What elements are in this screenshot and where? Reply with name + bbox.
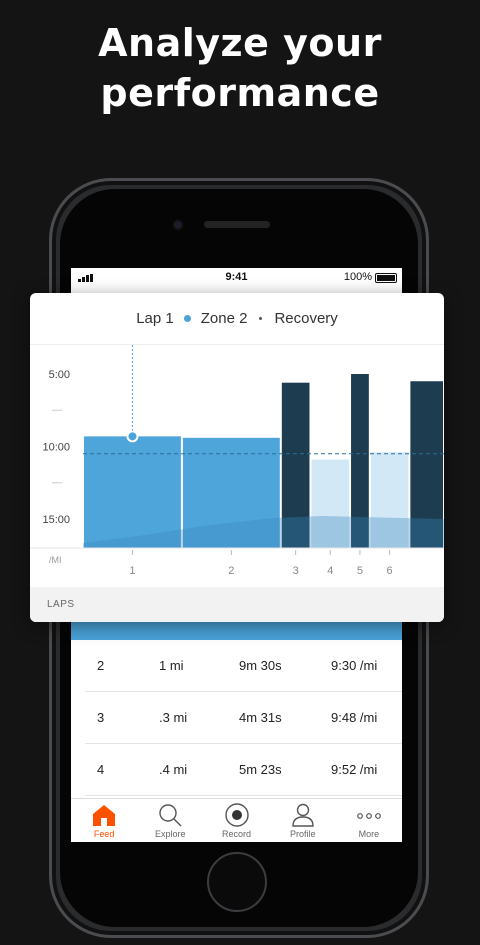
- earpiece-speaker: [204, 221, 270, 228]
- x-tick-label: 2: [228, 565, 234, 577]
- x-tick-label: 5: [357, 565, 363, 577]
- lap-distance: .4 mi: [159, 762, 188, 777]
- record-icon: [224, 803, 249, 827]
- separator-dot-icon: [259, 317, 263, 320]
- search-icon: [159, 804, 182, 827]
- front-camera: [172, 219, 184, 231]
- lap-bar-5[interactable]: [351, 374, 369, 548]
- lap-time: 4m 31s: [239, 710, 282, 725]
- lap-detail-card: Lap 1 Zone 2 Recovery 5:00 10:00 15:00 1 2 3…: [30, 293, 444, 622]
- table-row[interactable]: 2 1 mi 9m 30s 9:30 /mi: [85, 640, 402, 692]
- lap-number: 2: [97, 658, 105, 673]
- lap-pace: 9:30 /mi: [331, 658, 378, 673]
- tab-more[interactable]: More: [336, 799, 402, 842]
- lap-number: 3: [97, 710, 105, 725]
- tab-feed[interactable]: Feed: [71, 799, 137, 842]
- tab-label: More: [358, 829, 380, 839]
- lap-pace: 9:52 /mi: [331, 762, 378, 777]
- more-icon: [357, 813, 381, 819]
- headline-line-1: Analyze your: [98, 21, 382, 65]
- selection-cursor-dot[interactable]: [126, 430, 139, 443]
- tab-explore[interactable]: Explore: [137, 799, 203, 842]
- x-tick-label: 6: [387, 565, 393, 577]
- lap-bar-2[interactable]: [182, 437, 280, 548]
- lap-label: Lap 1: [136, 310, 174, 327]
- headline-line-2: performance: [100, 71, 380, 115]
- selected-lap-row[interactable]: [71, 622, 402, 640]
- y-tick-label: 5:00: [49, 369, 70, 381]
- card-header: Lap 1 Zone 2 Recovery: [30, 293, 444, 345]
- tab-record[interactable]: Record: [203, 799, 269, 842]
- battery-icon: [375, 273, 397, 283]
- status-bar: 9:41 100%: [71, 268, 402, 288]
- pace-chart[interactable]: 5:00 10:00 15:00 1 2 3 4 5 6 /MI: [30, 345, 444, 587]
- lap-distance: .3 mi: [159, 710, 188, 725]
- home-button[interactable]: [207, 852, 267, 912]
- table-row[interactable]: 3 .3 mi 4m 31s 9:48 /mi: [85, 692, 402, 744]
- home-icon: [93, 805, 116, 826]
- battery-percent: 100%: [343, 271, 372, 283]
- laps-table: 2 1 mi 9m 30s 9:30 /mi 3 .3 mi 4m 31s 9:…: [71, 640, 402, 796]
- tab-label: Explore: [155, 829, 186, 839]
- x-tick-label: 3: [293, 565, 299, 577]
- tab-label: Record: [222, 829, 252, 839]
- lap-bar-7[interactable]: [410, 381, 443, 548]
- lap-time: 9m 30s: [239, 658, 282, 673]
- lap-number: 4: [97, 762, 105, 777]
- laps-section-header: LAPS: [30, 587, 444, 622]
- y-unit-label: /MI: [49, 555, 62, 565]
- laps-label: LAPS: [47, 599, 75, 610]
- x-tick-label: 4: [327, 565, 333, 577]
- tab-bar: Feed Explore Record Profile: [71, 798, 402, 842]
- tab-label: Feed: [93, 829, 115, 839]
- elevation-area: [83, 516, 444, 548]
- lap-bar-4[interactable]: [311, 459, 350, 548]
- tab-profile[interactable]: Profile: [270, 799, 336, 842]
- zone-label: Zone 2: [200, 310, 248, 327]
- zone-dot-icon: [183, 315, 191, 322]
- lap-bar-6[interactable]: [370, 452, 409, 548]
- profile-icon: [292, 803, 314, 827]
- headline: Analyze your performance: [0, 18, 480, 118]
- signal-icon: [78, 274, 93, 282]
- table-row[interactable]: 4 .4 mi 5m 23s 9:52 /mi: [85, 744, 402, 796]
- tab-label: Profile: [289, 829, 316, 839]
- status-time: 9:41: [225, 271, 248, 283]
- y-tick-label: 15:00: [42, 514, 70, 526]
- lap-time: 5m 23s: [239, 762, 282, 777]
- lap-distance: 1 mi: [159, 658, 184, 673]
- lap-pace: 9:48 /mi: [331, 710, 378, 725]
- y-tick-label: 10:00: [42, 442, 70, 454]
- x-tick-label: 1: [129, 565, 135, 577]
- effort-label: Recovery: [274, 310, 338, 327]
- lap-bar-3[interactable]: [281, 382, 310, 548]
- lap-bar-1[interactable]: [84, 436, 181, 548]
